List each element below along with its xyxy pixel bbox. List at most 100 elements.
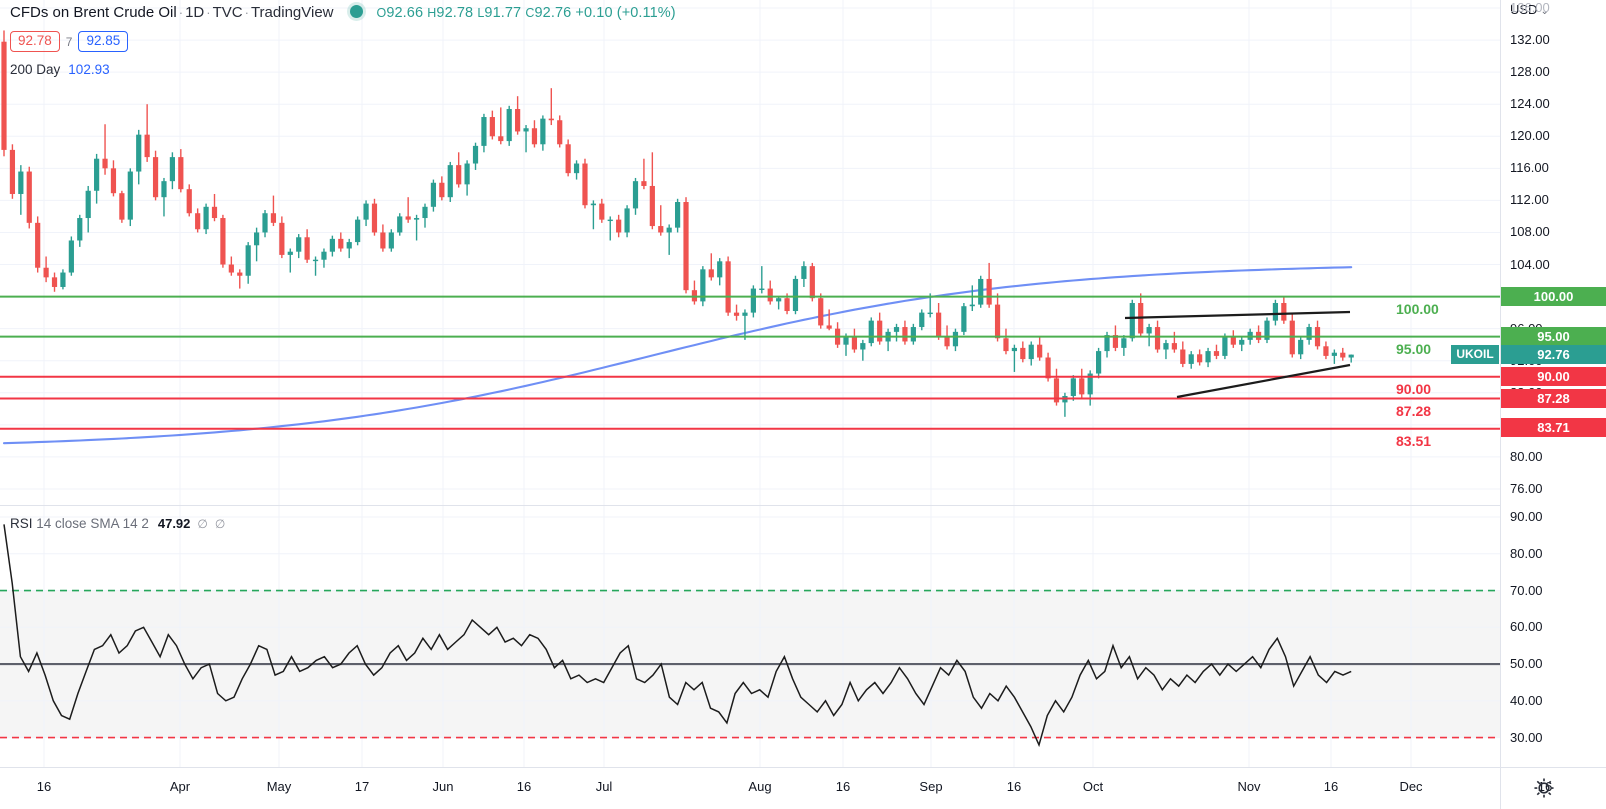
candle (355, 216, 361, 246)
candle (767, 280, 773, 305)
gear-icon[interactable] (1531, 775, 1557, 801)
candle (868, 317, 874, 347)
candle (1188, 351, 1194, 369)
price-tick: 80.00 (1510, 448, 1543, 464)
level-8728-badge[interactable]: 87.28 (1501, 389, 1606, 409)
candle (211, 193, 218, 222)
candle (405, 197, 411, 223)
chevron-down-icon: ⌄ (1540, 6, 1549, 17)
level-90-badge[interactable]: 90.00 (1501, 367, 1606, 387)
candle (329, 235, 335, 257)
candle (599, 198, 605, 223)
candle (1222, 333, 1228, 360)
candle (413, 214, 420, 241)
candle (919, 309, 925, 331)
candle (1306, 323, 1312, 345)
candle (94, 153, 100, 204)
candle (700, 266, 706, 307)
rsi-legend[interactable]: RSI 14 close SMA 14 2 47.92 ∅ ∅ (10, 516, 225, 531)
candle (279, 216, 285, 259)
candle (1020, 341, 1026, 363)
rsi-tick: 30.00 (1510, 729, 1543, 745)
candle (1255, 325, 1262, 344)
candle (397, 213, 403, 236)
candle (1197, 349, 1203, 366)
pane-divider[interactable] (0, 505, 1500, 506)
candle (624, 205, 630, 238)
candle (877, 312, 883, 345)
candle (119, 190, 125, 223)
candle (978, 275, 984, 308)
candle (1272, 299, 1279, 326)
price-tick: 128.00 (1510, 64, 1550, 80)
candle (936, 303, 942, 340)
candle (860, 339, 866, 361)
label-100: 100.00 (1396, 300, 1439, 317)
candle (85, 185, 91, 233)
candle (380, 224, 386, 252)
candle (540, 115, 546, 151)
rsi-name: RSI (10, 516, 33, 531)
candle (1163, 339, 1169, 360)
time-tick: Aug (748, 779, 772, 794)
candle (902, 320, 908, 345)
candle (1239, 336, 1245, 352)
candle (161, 177, 167, 217)
label-8351: 83.51 (1396, 432, 1432, 449)
level-100-badge[interactable]: 100.00 (1501, 287, 1606, 307)
time-tick: May (266, 779, 292, 794)
candle (1180, 341, 1186, 368)
time-tick: 16 (835, 779, 851, 794)
rsi-eye-icon-2[interactable]: ∅ (214, 517, 226, 531)
time-tick: Sep (919, 779, 943, 794)
candle (43, 256, 49, 283)
candle (186, 184, 192, 217)
currency-selector[interactable]: USD ⌄ (1510, 2, 1549, 17)
price-axis[interactable]: USD ⌄ 136.00 132.00 128.00 124.00 120.00 116.0… (1451, 0, 1606, 767)
candle (851, 328, 858, 353)
time-tick: Apr (169, 779, 191, 794)
price-tick: 124.00 (1510, 96, 1550, 112)
candle (986, 262, 992, 308)
candle (885, 328, 891, 352)
candle (203, 203, 209, 235)
candle (1340, 347, 1346, 361)
rsi-tick: 40.00 (1510, 692, 1543, 708)
price-pane[interactable] (0, 0, 1500, 505)
candle (826, 309, 832, 331)
candle (573, 160, 580, 180)
rsi-pane[interactable] (0, 506, 1500, 767)
last-price-badge[interactable]: 92.76 (1501, 345, 1606, 365)
candle (792, 275, 799, 315)
candle (1171, 331, 1177, 353)
candle (498, 107, 504, 145)
candle (1053, 368, 1060, 406)
candle (1213, 344, 1220, 360)
rsi-eye-icon-1[interactable]: ∅ (197, 517, 208, 531)
candle (531, 120, 538, 148)
time-tick: Jun (432, 779, 454, 794)
candle (590, 200, 596, 230)
candle (1298, 336, 1304, 360)
candle (1129, 299, 1135, 342)
candle (742, 309, 748, 340)
candle (9, 144, 16, 199)
candle (321, 248, 327, 268)
candle (430, 179, 437, 212)
candle (683, 197, 689, 294)
candle (750, 285, 756, 318)
candle (1138, 293, 1144, 337)
candle (1096, 347, 1102, 379)
currency-label: USD (1510, 2, 1538, 17)
rsi-tick: 60.00 (1510, 619, 1543, 635)
candle (77, 214, 83, 247)
candle (127, 168, 133, 227)
rsi-tick: 70.00 (1510, 582, 1543, 598)
time-axis[interactable]: 16 Apr May 17 Jun 16 Jul Aug 16 Sep 16 Oct Nov 16 Dec 1… (0, 768, 1606, 809)
candle (1, 30, 7, 157)
level-95-badge[interactable]: 95.00 (1501, 327, 1606, 347)
level-8371-badge[interactable]: 83.71 (1501, 417, 1606, 437)
candle (649, 152, 655, 230)
candle (893, 323, 900, 342)
candle (51, 272, 58, 292)
